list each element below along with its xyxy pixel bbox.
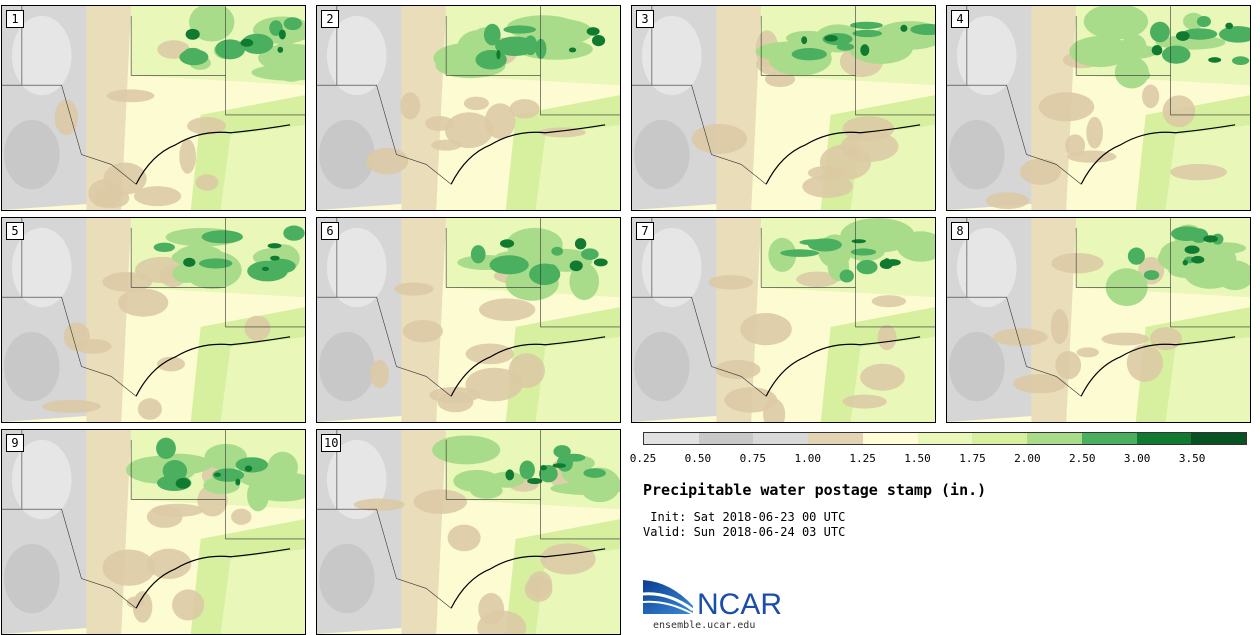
panel-label: 3 (636, 10, 654, 28)
map-panel: 4 (946, 5, 1251, 211)
panel-label: 8 (951, 222, 969, 240)
colorbar-tick-label: 1.00 (794, 452, 821, 465)
map-panel: 7 (631, 217, 936, 423)
colorbar-tick-label: 3.00 (1123, 452, 1151, 465)
colorbar-segment (753, 433, 809, 444)
colorbar-tick-label: 3.50 (1178, 452, 1206, 465)
colorbar-tick-label: 1.50 (904, 452, 931, 465)
map-panel: 2 (316, 5, 621, 211)
panel-label: 4 (951, 10, 969, 28)
panel-label: 2 (321, 10, 339, 28)
colorbar-tick-label: 2.50 (1069, 452, 1096, 465)
map-panel: 3 (631, 5, 936, 211)
colorbar-segment (1136, 433, 1192, 444)
panel-label: 1 (6, 10, 24, 28)
panel-label: 6 (321, 222, 339, 240)
chart-title: Precipitable water postage stamp (in.) (643, 481, 987, 499)
panel-label: 9 (6, 434, 24, 452)
colorbar-segment (862, 433, 918, 444)
map-panel: 10 (316, 429, 621, 635)
map-panel: 1 (1, 5, 306, 211)
colorbar-tick-label: 1.75 (959, 452, 986, 465)
panel-label: 10 (321, 434, 342, 452)
colorbar-tick-label: 0.50 (684, 452, 712, 465)
init-time: Init: Sat 2018-06-23 00 UTC (643, 510, 846, 524)
map-panel: 6 (316, 217, 621, 423)
colorbar-segment (972, 433, 1028, 444)
colorbar-tick-label: 2.00 (1014, 452, 1041, 465)
colorbar-segment (1191, 433, 1247, 444)
map-panel: 5 (1, 217, 306, 423)
colorbar-tick-label: 0.25 (629, 452, 657, 465)
valid-time: Valid: Sun 2018-06-24 03 UTC (643, 525, 846, 539)
colorbar-segment (1081, 433, 1137, 444)
colorbar-tick-label: 1.25 (849, 452, 876, 465)
colorbar-segment (808, 433, 863, 444)
ncar-logo: NCAR (642, 580, 782, 621)
colorbar-segment (917, 433, 973, 444)
map-panel: 9 (1, 429, 306, 635)
logo-url: ensemble.ucar.edu (653, 620, 756, 631)
colorbar-segment (644, 433, 699, 444)
colorbar-tick-label: 0.75 (739, 452, 767, 465)
panel-label: 5 (6, 222, 24, 240)
panel-label: 7 (636, 222, 654, 240)
colorbar-segment (698, 433, 754, 444)
svg-text:NCAR: NCAR (697, 588, 782, 621)
colorbar-segment (1027, 433, 1082, 444)
colorbar (643, 432, 1247, 445)
map-panel: 8 (946, 217, 1251, 423)
